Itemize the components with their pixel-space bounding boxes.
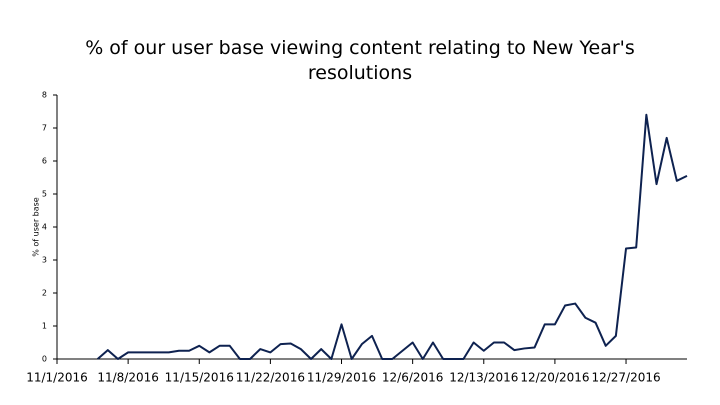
- x-tick-label: 12/20/2016: [520, 371, 589, 385]
- y-tick-label: 2: [42, 289, 47, 298]
- x-tick-label: 11/1/2016: [26, 371, 88, 385]
- chart-title: % of our user base viewing content relat…: [85, 37, 635, 84]
- y-tick-label: 8: [42, 91, 47, 100]
- data-line: [96, 113, 688, 360]
- y-tick-label: 5: [42, 190, 47, 199]
- y-tick-label: 3: [42, 256, 47, 265]
- y-tick-label: 0: [42, 355, 47, 364]
- y-tick-label: 7: [42, 124, 47, 133]
- x-tick-label: 12/6/2016: [382, 371, 444, 385]
- x-tick-label: 12/27/2016: [591, 371, 660, 385]
- x-tick-label: 11/15/2016: [165, 371, 234, 385]
- y-tick-label: 6: [42, 157, 47, 166]
- x-tick-label: 12/13/2016: [449, 371, 518, 385]
- x-tick-label: 11/22/2016: [236, 371, 305, 385]
- y-tick-label: 4: [42, 223, 47, 232]
- x-tick-label: 11/29/2016: [307, 371, 376, 385]
- y-axis-label: % of user base: [32, 197, 41, 257]
- y-tick-label: 1: [42, 322, 47, 331]
- x-tick-label: 11/8/2016: [97, 371, 159, 385]
